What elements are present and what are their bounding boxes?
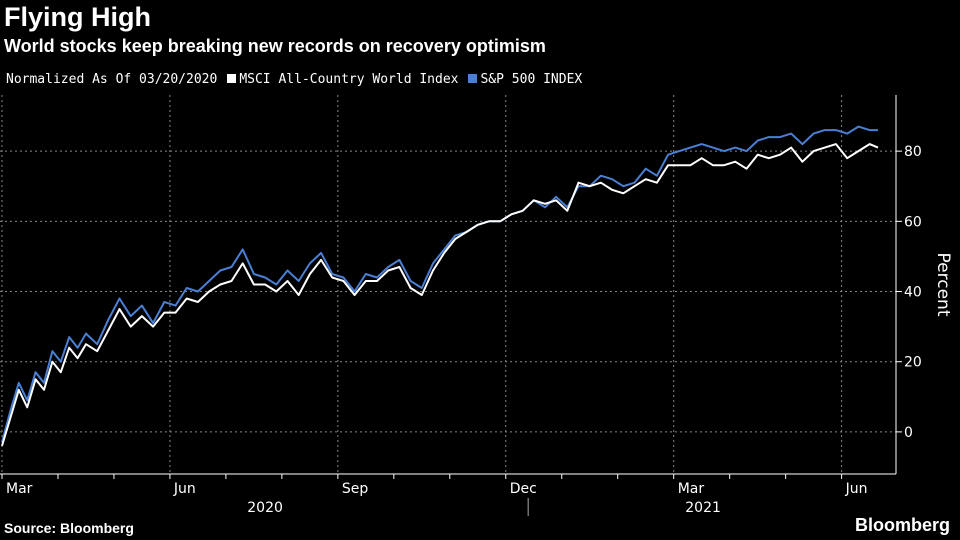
y-tick-label: 80 bbox=[904, 144, 922, 160]
legend-item-sp500: S&P 500 INDEX bbox=[468, 72, 582, 87]
year-label: 2020 bbox=[247, 500, 283, 516]
chart-subtitle: World stocks keep breaking new records o… bbox=[4, 36, 546, 56]
legend: Normalized As Of 03/20/2020 MSCI All-Cou… bbox=[6, 72, 592, 87]
series-lines bbox=[1, 125, 879, 447]
x-tick-label: Sep bbox=[342, 481, 369, 497]
chart-title: Flying High bbox=[4, 2, 151, 32]
legend-note: Normalized As Of 03/20/2020 bbox=[6, 72, 218, 87]
axes bbox=[0, 95, 902, 516]
series-line-sp500 bbox=[1, 125, 878, 443]
series-line-msci bbox=[1, 143, 879, 447]
legend-item-msci: MSCI All-Country World Index bbox=[227, 72, 458, 87]
y-tick-label: 60 bbox=[904, 214, 922, 230]
legend-label-sp500: S&P 500 INDEX bbox=[480, 72, 583, 87]
x-tick-label: Jun bbox=[845, 481, 868, 497]
x-tick-label: Mar bbox=[6, 481, 33, 497]
legend-swatch-msci bbox=[227, 74, 237, 83]
bloomberg-logo: Bloomberg bbox=[854, 515, 950, 535]
gridlines bbox=[0, 95, 896, 474]
legend-swatch-sp500 bbox=[468, 74, 478, 83]
y-tick-label: 0 bbox=[904, 425, 913, 441]
x-tick-label: Jun bbox=[173, 481, 196, 497]
x-tick-label: Dec bbox=[510, 481, 537, 497]
source-note: Source: Bloomberg bbox=[4, 520, 134, 536]
y-tick-label: 40 bbox=[904, 285, 922, 301]
x-tick-label: Mar bbox=[678, 481, 705, 497]
y-tick-label: 20 bbox=[904, 355, 922, 371]
tick-labels: 0 20 40 60 80 Mar Jun Sep Dec Mar Jun 2020 2021 Perce… bbox=[6, 144, 953, 516]
year-label: 2021 bbox=[685, 500, 721, 516]
y-axis-title: Percent bbox=[933, 253, 953, 317]
legend-label-msci: MSCI All-Country World Index bbox=[239, 72, 459, 87]
